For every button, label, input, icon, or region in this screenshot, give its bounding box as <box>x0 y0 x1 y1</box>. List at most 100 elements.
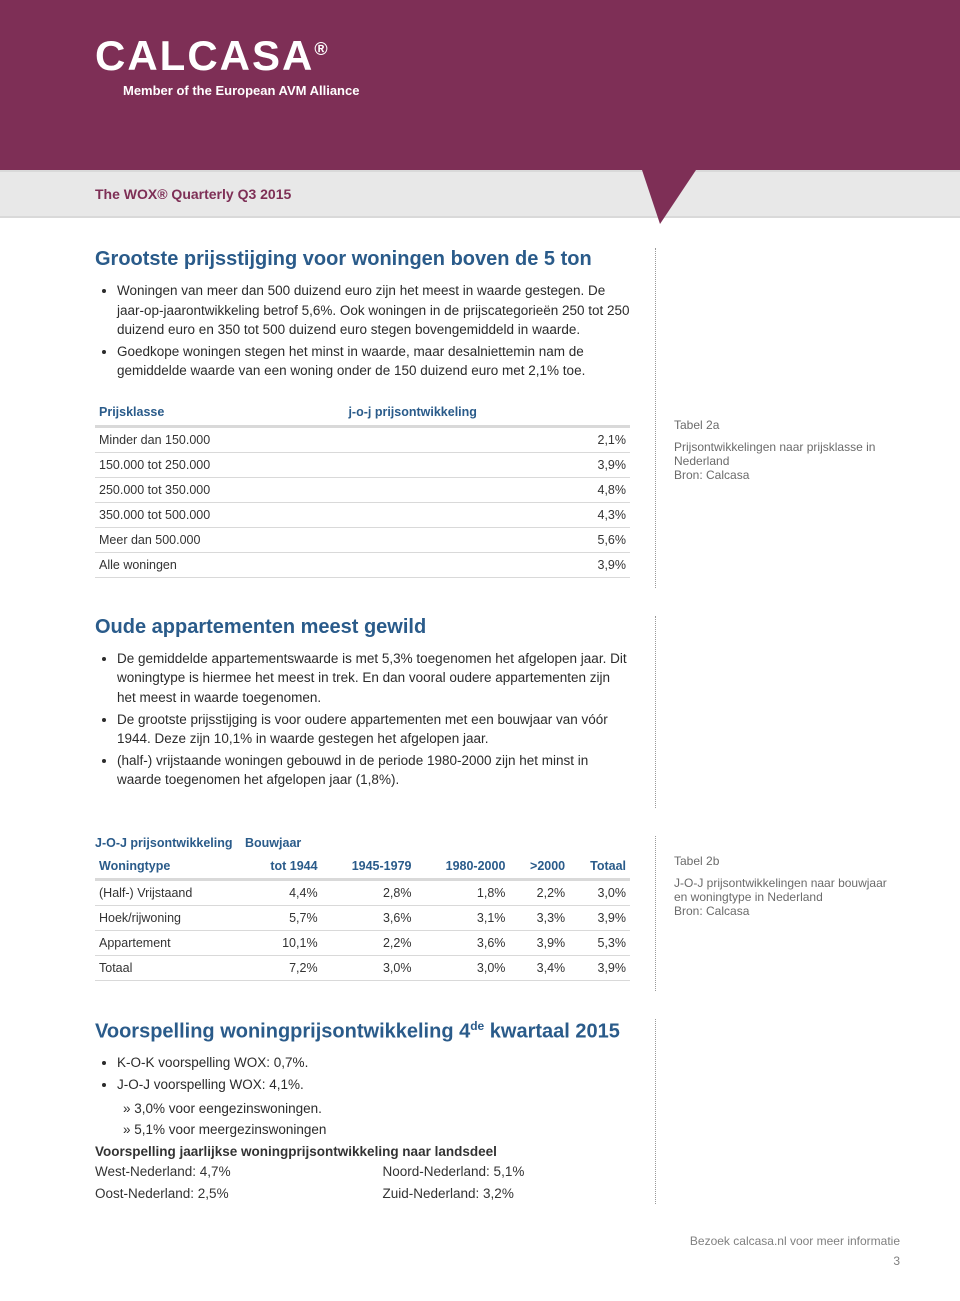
t2b-super2: Bouwjaar <box>245 836 301 854</box>
t2a-cell-label: Alle woningen <box>95 552 344 577</box>
bullet-item: Woningen van meer dan 500 duizend euro z… <box>117 281 630 340</box>
table-row: 350.000 tot 500.0004,3% <box>95 502 630 527</box>
t2b-cell-value: 1,8% <box>415 879 509 905</box>
sub-bullet-item: 3,0% voor eengezinswoningen. <box>123 1099 630 1119</box>
t2b-cell-value: 3,9% <box>509 930 569 955</box>
t2a-cell-value: 5,6% <box>344 527 630 552</box>
t2a-cell-label: 350.000 tot 500.000 <box>95 502 344 527</box>
t2a-cell-value: 3,9% <box>344 452 630 477</box>
t2b-cell-value: 4,4% <box>245 879 322 905</box>
section3-title: Voorspelling woningprijsontwikkeling 4de… <box>95 1019 630 1044</box>
sub-bullet-item: 5,1% voor meergezinswoningen <box>123 1120 630 1140</box>
t2b-cell-value: 3,9% <box>569 955 630 980</box>
section-prijsstijging: Grootste prijsstijging voor woningen bov… <box>95 248 900 588</box>
t2b-header: 1945-1979 <box>322 854 416 880</box>
region-forecast: West-Nederland: 4,7% <box>95 1162 343 1182</box>
section2-bullets: De gemiddelde appartementswaarde is met … <box>117 649 630 790</box>
section-appartementen: Oude appartementen meest gewild De gemid… <box>95 616 900 808</box>
t2b-cell-value: 3,0% <box>415 955 509 980</box>
t2b-cell-value: 3,6% <box>415 930 509 955</box>
sidebar-2b: Tabel 2b J-O-J prijsontwikkelingen naar … <box>655 836 900 991</box>
t2b-cell-value: 5,3% <box>569 930 630 955</box>
table-row: Alle woningen3,9% <box>95 552 630 577</box>
t2b-cell-label: Appartement <box>95 930 245 955</box>
sidebar-2a: Tabel 2a Prijsontwikkelingen naar prijsk… <box>655 248 900 588</box>
table-label: Tabel 2b <box>674 854 900 868</box>
t2a-cell-label: Meer dan 500.000 <box>95 527 344 552</box>
t2b-header: tot 1944 <box>245 854 322 880</box>
table-row: Minder dan 150.0002,1% <box>95 426 630 452</box>
section-voorspelling: Voorspelling woningprijsontwikkeling 4de… <box>95 1019 900 1205</box>
t2a-cell-label: Minder dan 150.000 <box>95 426 344 452</box>
t2b-cell-value: 3,6% <box>322 905 416 930</box>
table-row: Meer dan 500.0005,6% <box>95 527 630 552</box>
bullet-item: K-O-K voorspelling WOX: 0,7%. <box>117 1053 630 1073</box>
t2b-cell-value: 5,7% <box>245 905 322 930</box>
decorative-diagonal <box>640 164 700 224</box>
region-forecast: Oost-Nederland: 2,5% <box>95 1184 343 1204</box>
t2b-cell-value: 3,3% <box>509 905 569 930</box>
section-table2b: J-O-J prijsontwikkeling Bouwjaar Woningt… <box>95 836 900 991</box>
t2b-cell-value: 2,8% <box>322 879 416 905</box>
t2a-cell-value: 4,8% <box>344 477 630 502</box>
t2a-header: Prijsklasse <box>95 399 344 427</box>
brand-tagline: Member of the European AVM Alliance <box>123 83 960 98</box>
t2a-cell-label: 150.000 tot 250.000 <box>95 452 344 477</box>
t2b-cell-label: Totaal <box>95 955 245 980</box>
bullet-item: J-O-J voorspelling WOX: 4,1%. <box>117 1075 630 1095</box>
t2b-cell-value: 3,0% <box>569 879 630 905</box>
forecast-regions: Voorspelling jaarlijkse woningprijsontwi… <box>95 1142 630 1205</box>
bullet-item: (half-) vrijstaande woningen gebouwd in … <box>117 751 630 790</box>
section2-title: Oude appartementen meest gewild <box>95 616 630 639</box>
t2b-cell-value: 3,1% <box>415 905 509 930</box>
section1-bullets: Woningen van meer dan 500 duizend euro z… <box>117 281 630 381</box>
t2b-super1: J-O-J prijsontwikkeling <box>95 836 245 854</box>
t2b-cell-value: 3,4% <box>509 955 569 980</box>
bullet-item: De grootste prijsstijging is voor oudere… <box>117 710 630 749</box>
report-title: The WOX® Quarterly Q3 2015 <box>95 186 291 202</box>
brand-reg: ® <box>314 39 329 59</box>
section3-sub-bullets: 3,0% voor eengezinswoningen. 5,1% voor m… <box>123 1099 630 1140</box>
bullet-item: Goedkope woningen stegen het minst in wa… <box>117 342 630 381</box>
sidebar-empty2 <box>655 1019 900 1205</box>
t2b-cell-value: 3,0% <box>322 955 416 980</box>
region-forecast: Noord-Nederland: 5,1% <box>383 1162 631 1182</box>
brand-header: CALCASA® Member of the European AVM Alli… <box>0 0 960 170</box>
t2b-header: >2000 <box>509 854 569 880</box>
page-number: 3 <box>0 1254 960 1278</box>
page-content: Grootste prijsstijging voor woningen bov… <box>0 218 960 1224</box>
t2a-cell-value: 2,1% <box>344 426 630 452</box>
table-row: Hoek/rijwoning5,7%3,6%3,1%3,3%3,9% <box>95 905 630 930</box>
footer-link: Bezoek calcasa.nl voor meer informatie <box>0 1224 960 1254</box>
table-caption: Prijsontwikkelingen naar prijsklasse in … <box>674 440 900 468</box>
table-row: (Half-) Vrijstaand4,4%2,8%1,8%2,2%3,0% <box>95 879 630 905</box>
bullet-item: De gemiddelde appartementswaarde is met … <box>117 649 630 708</box>
t2b-cell-label: Hoek/rijwoning <box>95 905 245 930</box>
table-row: 250.000 tot 350.0004,8% <box>95 477 630 502</box>
t2a-cell-label: 250.000 tot 350.000 <box>95 477 344 502</box>
t2b-cell-value: 2,2% <box>322 930 416 955</box>
t2b-cell-value: 3,9% <box>569 905 630 930</box>
table-caption: J-O-J prijsontwikkelingen naar bouwjaar … <box>674 876 900 904</box>
title-post: kwartaal 2015 <box>484 1020 620 1042</box>
region-forecast: Zuid-Nederland: 3,2% <box>383 1184 631 1204</box>
table-row: 150.000 tot 250.0003,9% <box>95 452 630 477</box>
table-source: Bron: Calcasa <box>674 468 900 482</box>
t2b-cell-value: 2,2% <box>509 879 569 905</box>
t2b-header: Totaal <box>569 854 630 880</box>
t2a-header: j-o-j prijsontwikkeling <box>344 399 630 427</box>
title-sup: de <box>470 1019 484 1033</box>
subhead-bar: The WOX® Quarterly Q3 2015 <box>0 170 960 218</box>
t2b-cell-label: (Half-) Vrijstaand <box>95 879 245 905</box>
sidebar-empty <box>655 616 900 808</box>
table-label: Tabel 2a <box>674 418 900 432</box>
t2b-header: 1980-2000 <box>415 854 509 880</box>
section3-bullets: K-O-K voorspelling WOX: 0,7%. J-O-J voor… <box>117 1053 630 1094</box>
title-pre: Voorspelling woningprijsontwikkeling 4 <box>95 1020 470 1042</box>
table-row: Totaal7,2%3,0%3,0%3,4%3,9% <box>95 955 630 980</box>
table-row: Appartement10,1%2,2%3,6%3,9%5,3% <box>95 930 630 955</box>
t2b-cell-value: 10,1% <box>245 930 322 955</box>
brand-logo-text: CALCASA <box>95 32 314 79</box>
t2a-cell-value: 3,9% <box>344 552 630 577</box>
table-2b: Woningtypetot 19441945-19791980-2000>200… <box>95 854 630 981</box>
